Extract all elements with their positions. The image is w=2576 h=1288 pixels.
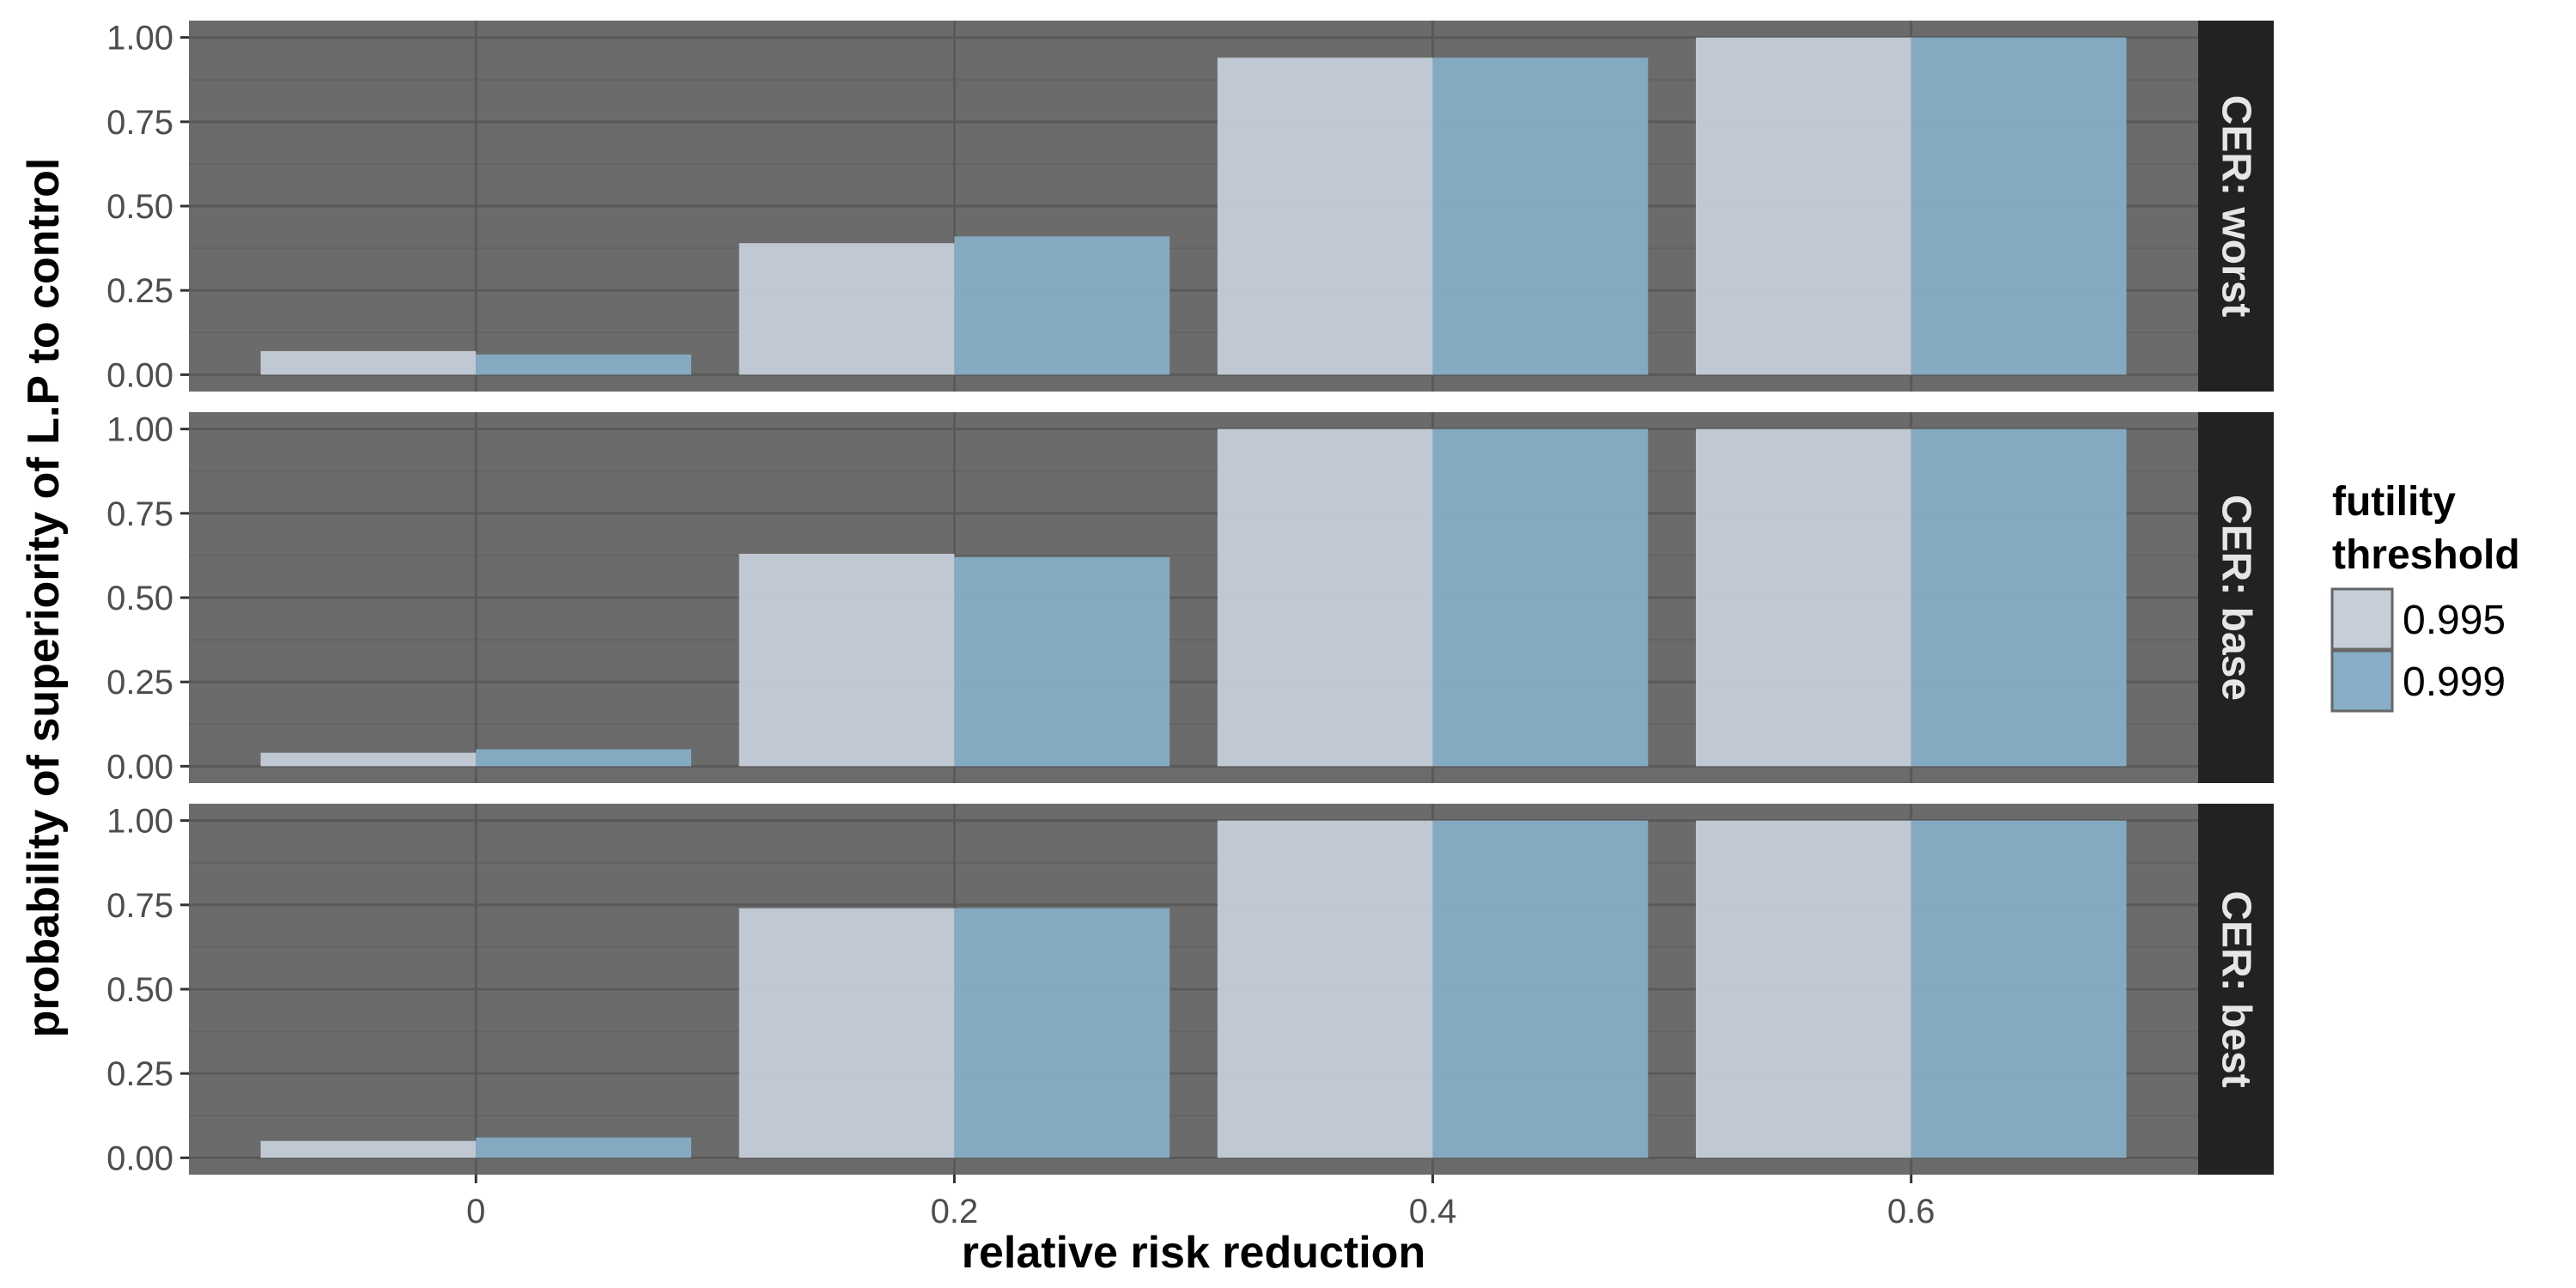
y-tick-label: 0.00	[106, 748, 173, 786]
bar-0999-x3	[1911, 428, 2127, 767]
y-tick-label: 0.75	[106, 887, 173, 925]
bar-0999-x3	[1911, 37, 2127, 375]
bar-0995-x0	[260, 752, 477, 767]
facet-strip	[2198, 804, 2274, 1175]
bar-0995-x1	[738, 243, 955, 375]
legend: futility threshold 0.995 0.999	[2330, 479, 2520, 713]
bar-0999-x1	[954, 908, 1170, 1158]
legend-swatch-0999	[2330, 649, 2394, 713]
legend-label: 0.995	[2403, 598, 2506, 643]
y-tick-label: 0.00	[106, 1139, 173, 1177]
bar-0995-x3	[1696, 428, 1911, 767]
y-tick-label: 0.25	[106, 664, 173, 702]
y-tick-label: 0.75	[106, 104, 173, 142]
facet-strip-label: CER: worst	[2214, 95, 2259, 318]
bar-0995-x0	[260, 350, 477, 375]
facet-strip-label: CER: base	[2214, 495, 2259, 701]
bar-0999-x0	[476, 354, 691, 375]
legend-title-line: futility	[2332, 479, 2456, 525]
x-tick-label: 0.4	[1409, 1193, 1457, 1230]
bar-0995-x2	[1217, 428, 1433, 767]
bar-0999-x2	[1432, 428, 1649, 767]
x-tick-label: 0	[466, 1193, 485, 1230]
y-axis-title: probability of superiority of L.P to con…	[19, 158, 69, 1038]
x-tick-label: 0.2	[931, 1193, 979, 1230]
panel-1: 0.00 0.25 0.50 0.75 1.00 CER: worst	[106, 20, 2274, 394]
bar-0999-x2	[1432, 58, 1649, 375]
bar-0999-x2	[1432, 820, 1649, 1158]
y-tick-label: 0.00	[106, 356, 173, 394]
bar-0999-x1	[954, 556, 1170, 767]
bar-0995-x0	[260, 1140, 477, 1158]
y-tick-label: 0.50	[106, 580, 173, 617]
y-tick-label: 1.00	[106, 20, 173, 58]
x-tick-label: 0.6	[1887, 1193, 1935, 1230]
bar-0995-x1	[738, 908, 955, 1158]
x-axis: 0 0.2 0.4 0.6	[466, 1175, 1935, 1230]
x-axis-title: relative risk reduction	[962, 1228, 1425, 1278]
y-tick-label: 0.75	[106, 495, 173, 533]
facet-strip-label: CER: best	[2214, 890, 2259, 1087]
facet-strip	[2198, 21, 2274, 392]
y-tick-label: 0.25	[106, 1055, 173, 1093]
y-tick-label: 1.00	[106, 803, 173, 841]
legend-label: 0.999	[2403, 659, 2506, 705]
y-tick-label: 0.50	[106, 188, 173, 226]
bar-0995-x3	[1696, 37, 1911, 375]
y-tick-label: 0.25	[106, 272, 173, 310]
bar-0995-x3	[1696, 820, 1911, 1158]
y-tick-label: 0.50	[106, 971, 173, 1009]
bar-0995-x1	[738, 553, 955, 767]
facet-strip	[2198, 412, 2274, 783]
y-tick-label: 1.00	[106, 411, 173, 449]
panel-2: 0.00 0.25 0.50 0.75 1.00 CER: base	[106, 411, 2274, 786]
panel-3: 0.00 0.25 0.50 0.75 1.00 CER: best	[106, 803, 2274, 1177]
legend-title-line: threshold	[2332, 532, 2520, 578]
bar-0999-x0	[476, 1137, 691, 1158]
bar-0995-x2	[1217, 58, 1433, 375]
bar-0999-x3	[1911, 820, 2127, 1158]
bar-0999-x1	[954, 236, 1170, 375]
legend-swatch-0995	[2330, 587, 2394, 651]
bar-0999-x0	[476, 749, 691, 767]
bar-0995-x2	[1217, 820, 1433, 1158]
